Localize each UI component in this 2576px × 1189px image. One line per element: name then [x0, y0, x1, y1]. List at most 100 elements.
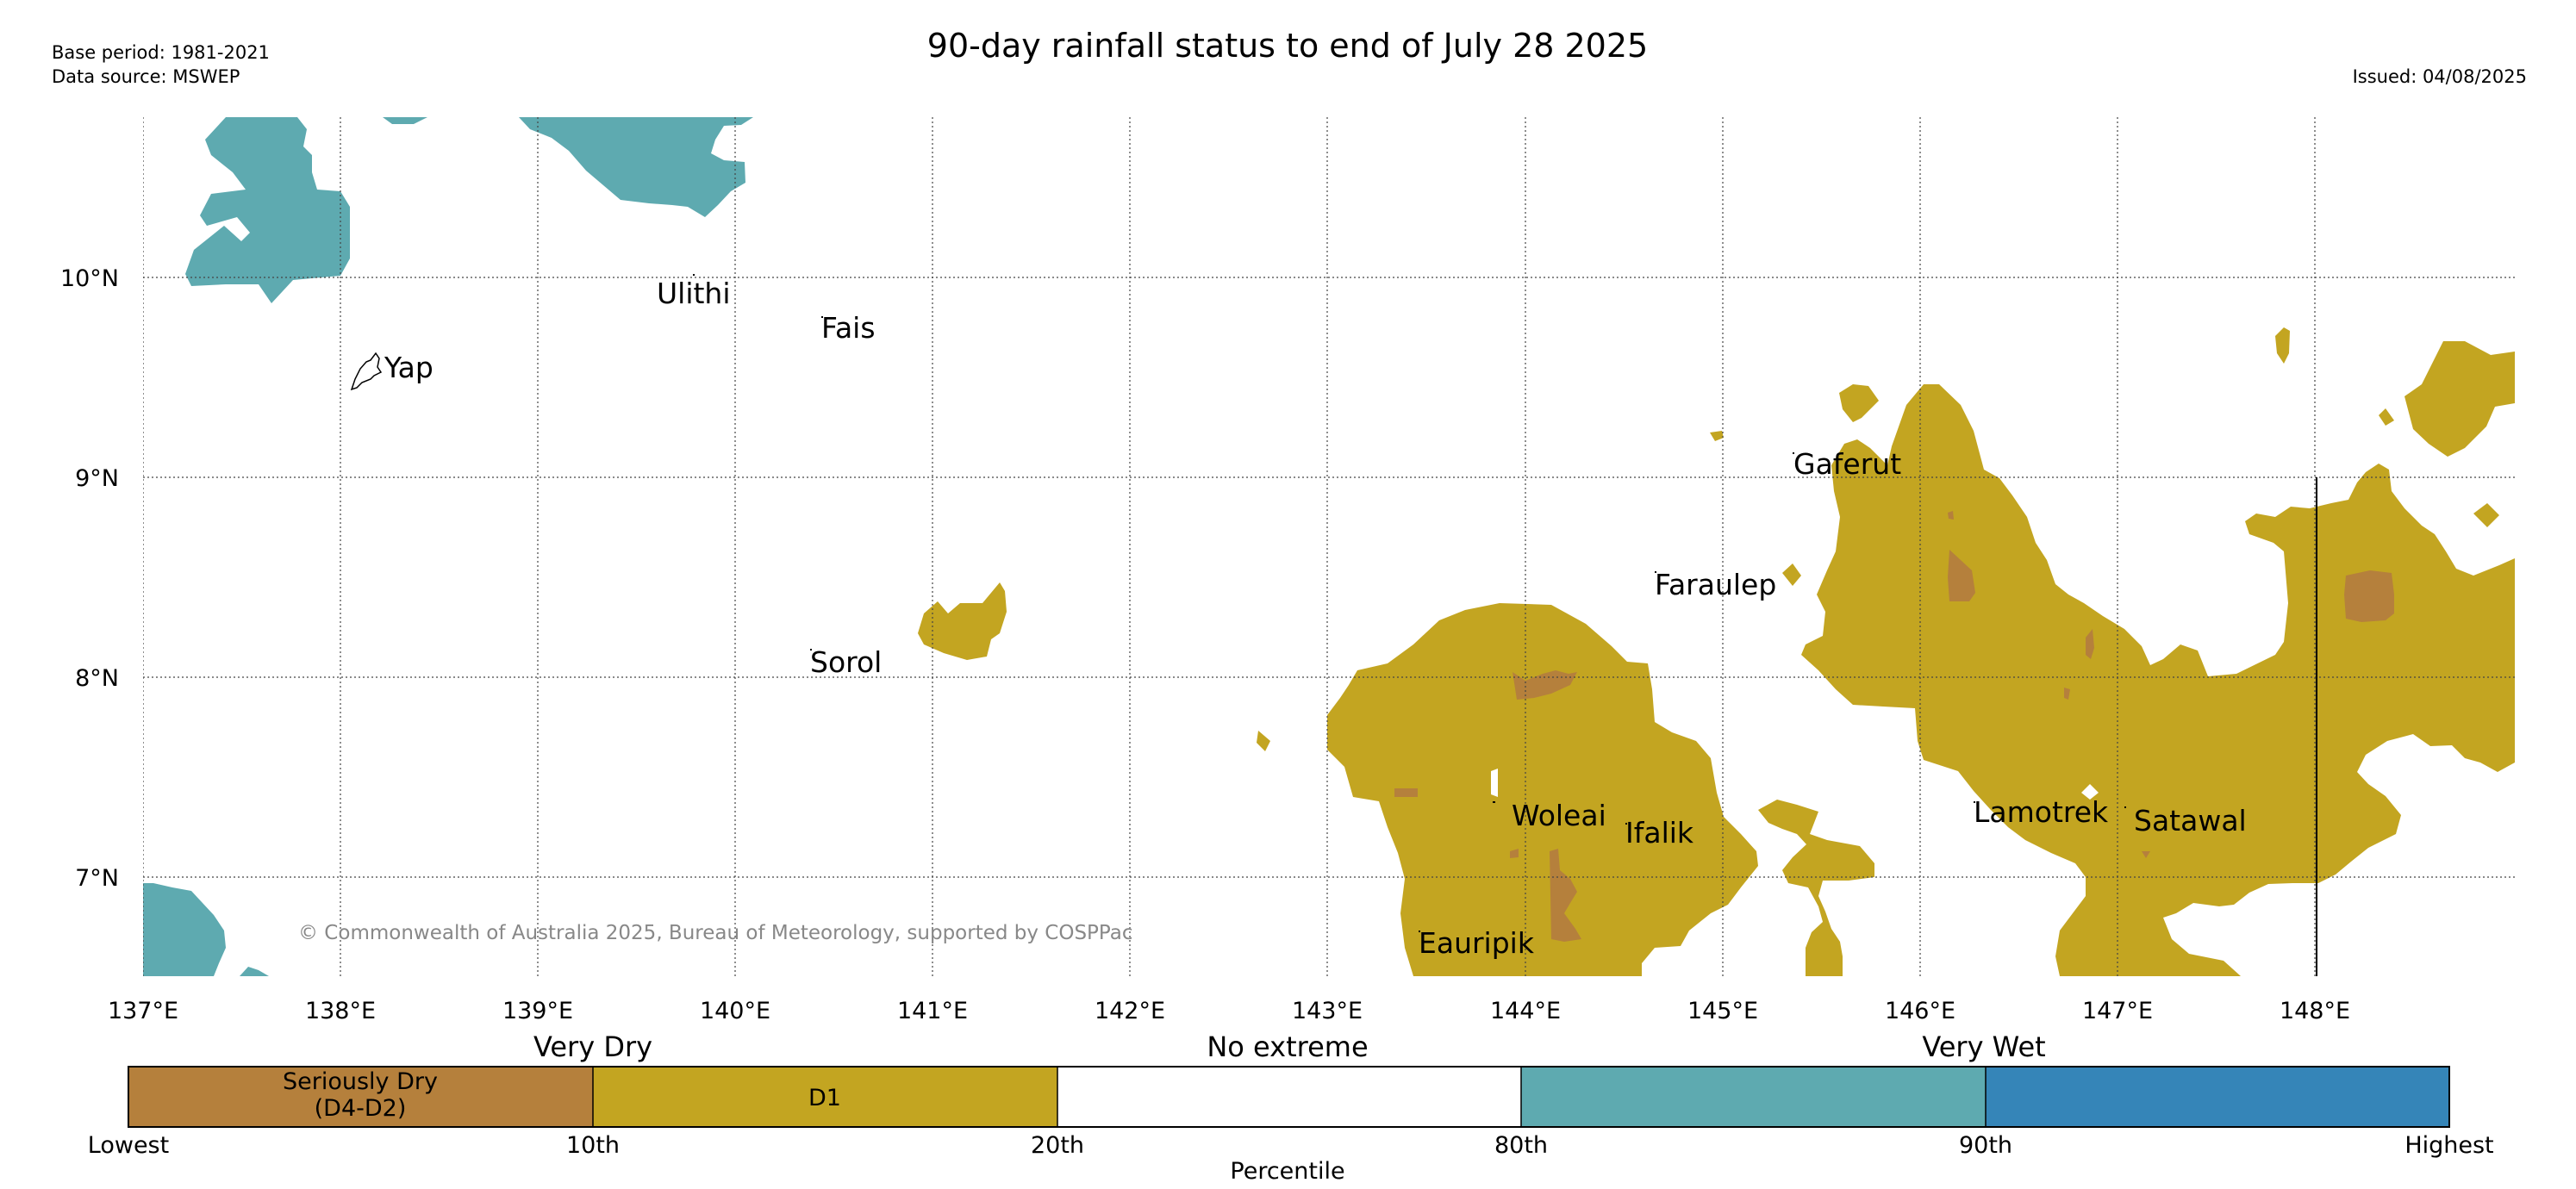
- legend-segment-seriously-dry: [128, 1067, 593, 1127]
- dry-region-islet-b: [2275, 327, 2290, 364]
- legend-label-d1: D1: [808, 1085, 841, 1111]
- legend-segment-no-extreme: [1057, 1067, 1521, 1127]
- lat-label-8n: 8°N: [75, 665, 119, 692]
- legend-group-very-dry: Very Dry: [533, 1030, 652, 1063]
- place-label-faraulep: Faraulep: [1655, 568, 1776, 601]
- marker-ifalik: [1625, 823, 1627, 825]
- wet-region-northwest: [185, 117, 350, 303]
- longitude-labels: 137°E 138°E 139°E 140°E 141°E 142°E 143°…: [108, 998, 2350, 1024]
- lon-label-137e: 137°E: [108, 998, 178, 1024]
- place-label-fais: Fais: [821, 311, 876, 345]
- island-markers: [693, 274, 2126, 932]
- place-label-eauripik: Eauripik: [1419, 926, 1535, 960]
- severe-dry-patch-7: [2064, 688, 2070, 700]
- yap-island-outline: [350, 352, 383, 391]
- very-wet-regions: [143, 117, 753, 976]
- place-labels: Yap Ulithi Fais Sorol Gaferut Faraulep W…: [384, 277, 2247, 960]
- dry-region-east-blob: [2404, 341, 2515, 457]
- legend-segment-80-90: [1521, 1067, 1986, 1127]
- legend-label-seriously-dry-line1: Seriously Dry: [283, 1068, 438, 1095]
- marker-faraulep: [1655, 571, 1656, 573]
- lon-label-145e: 145°E: [1687, 998, 1758, 1024]
- lon-label-142e: 142°E: [1095, 998, 1165, 1024]
- lon-label-143e: 143°E: [1292, 998, 1363, 1024]
- wet-region-north-central: [519, 117, 753, 217]
- dry-region-southeast-islands: [1758, 800, 1874, 976]
- legend-segment-90-highest: [1986, 1067, 2449, 1127]
- dry-region-islet-a: [1839, 384, 1879, 422]
- legend-segment-labels: Seriously Dry (D4-D2) D1: [283, 1068, 841, 1122]
- dry-region-woleai-ifalik: [1327, 603, 1758, 976]
- legend-group-very-wet: Very Wet: [1922, 1030, 2045, 1063]
- place-label-lamotrek: Lamotrek: [1974, 795, 2109, 829]
- issued-date-label: Issued: 04/08/2025: [2353, 66, 2527, 87]
- severe-dry-patch-4: [1948, 550, 1975, 601]
- lon-label-148e: 148°E: [2280, 998, 2350, 1024]
- legend-tick-highest: Highest: [2404, 1132, 2493, 1159]
- wet-region-south-sliver: [240, 967, 269, 976]
- lon-label-141e: 141°E: [897, 998, 968, 1024]
- lat-label-7n: 7°N: [75, 865, 119, 892]
- lon-label-147e: 147°E: [2082, 998, 2153, 1024]
- hole-2: [2081, 784, 2099, 800]
- no-extreme-holes: [1491, 769, 2099, 800]
- dry-region-gaferut-lamotrek-satawal: [1801, 384, 2515, 976]
- place-label-woleai: Woleai: [1512, 799, 1606, 832]
- marker-sorol: [810, 649, 812, 651]
- severe-dry-patch-6: [2086, 629, 2094, 659]
- map-title: 90-day rainfall status to end of July 28…: [927, 27, 1648, 65]
- data-source-label: Data source: MSWEP: [52, 66, 240, 87]
- place-label-ulithi: Ulithi: [657, 277, 731, 310]
- lat-label-9n: 9°N: [75, 465, 119, 492]
- severe-dry-patch-5: [2344, 570, 2394, 622]
- place-label-yap: Yap: [384, 351, 433, 384]
- legend-bar-border: [128, 1066, 2450, 1128]
- dry-region-sorol: [918, 582, 1007, 660]
- legend-tick-80th: 80th: [1494, 1132, 1548, 1159]
- legend-axis-title: Percentile: [1230, 1158, 1344, 1185]
- seriously-dry-regions: [1394, 511, 2394, 942]
- lon-label-144e: 144°E: [1490, 998, 1561, 1024]
- dry-region-islet-c: [2379, 408, 2394, 426]
- severe-dry-patch-9: [2142, 851, 2150, 858]
- marker-satawal: [2124, 806, 2126, 808]
- legend-segment-d1: [593, 1067, 1057, 1127]
- latitude-labels: 10°N 9°N 8°N 7°N: [60, 265, 119, 892]
- base-period-label: Base period: 1981-2021: [52, 42, 270, 63]
- wet-region-southwest: [143, 883, 226, 976]
- dry-d1-regions: [918, 327, 2515, 976]
- dry-region-islet-f: [1710, 431, 1724, 441]
- legend-label-seriously-dry-line2: (D4-D2): [315, 1095, 407, 1122]
- lon-label-139e: 139°E: [502, 998, 573, 1024]
- lat-label-10n: 10°N: [60, 265, 119, 292]
- map-area: Yap Ulithi Fais Sorol Gaferut Faraulep W…: [143, 117, 2515, 976]
- lon-label-146e: 146°E: [1885, 998, 1955, 1024]
- severe-dry-patch-2: [1550, 849, 1581, 942]
- copyright-notice: © Commonwealth of Australia 2025, Bureau…: [298, 922, 1133, 944]
- severe-dry-patch-8: [1948, 511, 1954, 520]
- marker-fais: [821, 316, 823, 318]
- legend-tick-10th: 10th: [566, 1132, 620, 1159]
- legend-dividers: [592, 1067, 1987, 1127]
- marker-gaferut: [1793, 452, 1794, 454]
- marker-ulithi: [693, 274, 695, 276]
- lon-label-140e: 140°E: [700, 998, 770, 1024]
- legend-tick-lowest: Lowest: [88, 1132, 169, 1159]
- severe-dry-patch-10: [1510, 849, 1519, 858]
- legend-tick-20th: 20th: [1031, 1132, 1084, 1159]
- place-label-satawal: Satawal: [2134, 804, 2247, 837]
- place-label-gaferut: Gaferut: [1793, 447, 1901, 481]
- legend: Very Dry No extreme Very Wet Seriously D…: [88, 1030, 2494, 1185]
- graticule: [143, 117, 2515, 976]
- hole-1: [1491, 769, 1498, 797]
- dry-region-islet-e: [1782, 563, 1801, 586]
- place-label-sorol: Sorol: [810, 645, 882, 679]
- marker-eauripik: [1419, 931, 1420, 932]
- lon-label-138e: 138°E: [305, 998, 376, 1024]
- marker-lamotrek: [1974, 801, 1975, 803]
- legend-group-labels: Very Dry No extreme Very Wet: [533, 1030, 2046, 1063]
- wet-region-north-strip: [383, 117, 427, 124]
- legend-ticks: Lowest 10th 20th 80th 90th Highest: [88, 1132, 2494, 1159]
- dry-region-small-islet: [1257, 731, 1270, 751]
